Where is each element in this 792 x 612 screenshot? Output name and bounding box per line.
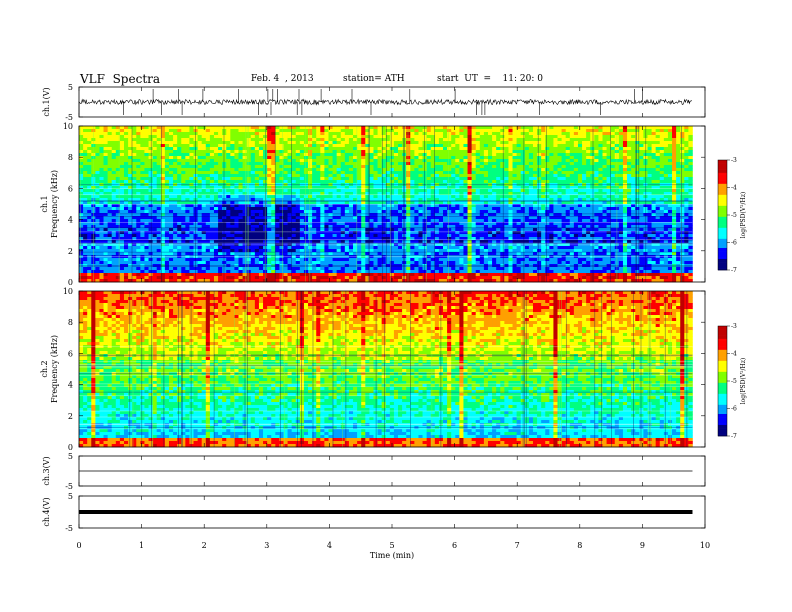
- start-time-label: start UT = 11: 20: 0: [437, 74, 543, 84]
- ylabel: ch.4(V): [42, 497, 51, 526]
- chart-title: VLF Spectra: [80, 72, 161, 86]
- panel-axes-4: 5 -5 ch.3(V): [42, 452, 706, 491]
- ytick-label: 5: [68, 492, 73, 501]
- colorbar-label: log(PSD(V²/Hz): [740, 192, 747, 239]
- panel-axes-3: 0 2 4 6 8 10 ch.2 Frequency (kHz): [40, 287, 706, 452]
- ylabel: ch.3(V): [42, 456, 51, 485]
- waveform-ch1V: [78, 89, 693, 115]
- panel-axes-2: 0 2 4 6 8 10 ch.1 Frequency (kHz): [40, 122, 706, 287]
- spectrogram-ch1: [79, 126, 693, 283]
- xtick-label: 1: [139, 541, 144, 550]
- ytick-label: 5: [68, 452, 73, 461]
- ytick-label: -5: [65, 524, 73, 533]
- spectrogram-ch2: [79, 291, 693, 448]
- colorbar-2: -3 -4 -5 -6 -7 log(PSD(V²/Hz): [717, 323, 747, 440]
- x-axis-label: Time (min): [370, 551, 414, 560]
- ytick-label: 10: [63, 287, 73, 296]
- xtick-label: 4: [327, 541, 332, 550]
- spectrogram-layer: [79, 126, 693, 448]
- ytick-label: 4: [68, 216, 73, 225]
- xtick-label: 0: [76, 541, 81, 550]
- colorbar-tick: -7: [731, 267, 737, 274]
- panel-axes-5: 5 -5 ch.4(V): [42, 492, 706, 533]
- ylabel: ch.1(V): [42, 87, 51, 116]
- colorbar-tick: -6: [731, 406, 737, 413]
- ytick-label: -5: [65, 113, 73, 122]
- colorbar-tick: -3: [731, 157, 737, 164]
- date-label: Feb. 4 , 2013: [251, 74, 314, 84]
- colorbar-tick: -7: [731, 433, 737, 440]
- waveform-layer: [78, 89, 693, 514]
- ytick-label: -5: [65, 482, 73, 491]
- panel-axes-1: 5 -5 ch.1(V): [42, 83, 706, 122]
- ytick-label: 8: [68, 318, 73, 327]
- colorbar-1: -3 -4 -5 -6 -7 log(PSD(V²/Hz): [717, 157, 747, 274]
- xtick-label: 2: [202, 541, 207, 550]
- xtick-label: 9: [640, 541, 645, 550]
- ylabel: ch.1: [40, 195, 49, 212]
- xtick-label: 5: [389, 541, 394, 550]
- ytick-label: 8: [68, 153, 73, 162]
- xtick-label: 8: [577, 541, 582, 550]
- xtick-label: 6: [452, 541, 457, 550]
- colorbar-layer: -3 -4 -5 -6 -7 log(PSD(V²/Hz) -3 -4 -5 -6 -7 log(PS…: [717, 157, 747, 440]
- ylabel: ch.2: [40, 360, 49, 377]
- ytick-label: 4: [68, 381, 73, 390]
- colorbar-tick: -4: [731, 351, 737, 358]
- ytick-label: 5: [68, 83, 73, 92]
- colorbar-tick: -4: [731, 185, 737, 192]
- ytick-label: 2: [68, 412, 73, 421]
- ytick-label: 6: [68, 349, 73, 358]
- xtick-label: 10: [700, 541, 710, 550]
- xtick-label: 3: [264, 541, 269, 550]
- ylabel: Frequency (kHz): [50, 170, 59, 238]
- ytick-label: 2: [68, 247, 73, 256]
- colorbar-tick: -3: [731, 323, 737, 330]
- ytick-label: 0: [68, 278, 73, 287]
- colorbar-tick: -5: [731, 378, 737, 385]
- colorbar-label: log(PSD(V²/Hz): [740, 358, 747, 405]
- ylabel: Frequency (kHz): [50, 335, 59, 403]
- waveform-ch4V: [79, 510, 693, 514]
- colorbar-tick: -6: [731, 240, 737, 247]
- ytick-label: 0: [68, 443, 73, 452]
- ytick-label: 10: [63, 122, 73, 131]
- station-label: station= ATH: [343, 74, 405, 84]
- ytick-label: 6: [68, 184, 73, 193]
- xtick-label: 7: [515, 541, 520, 550]
- colorbar-tick: -5: [731, 212, 737, 219]
